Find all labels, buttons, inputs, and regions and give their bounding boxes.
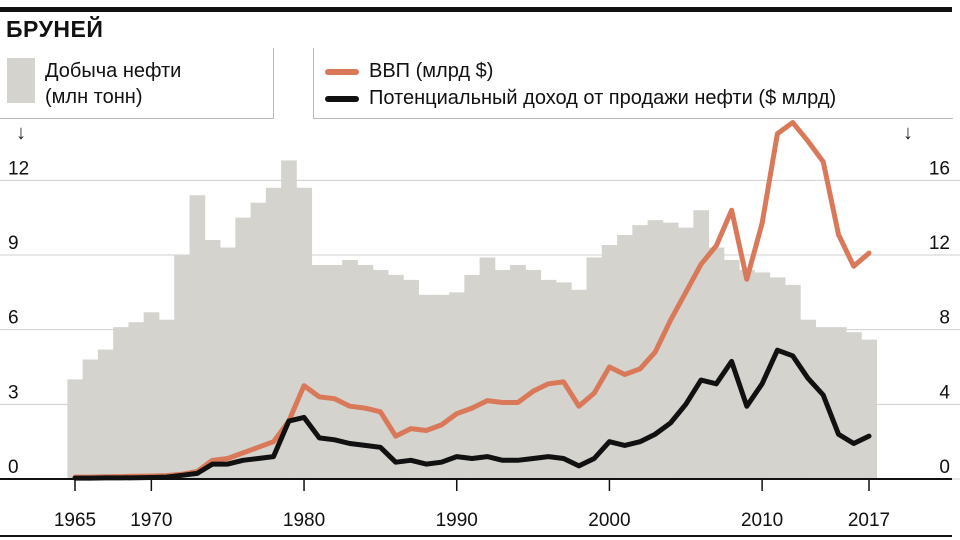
legend-bars-label-line2: (млн тонн) [45,86,143,108]
right-tick-label: 4 [939,382,950,403]
production-bar [342,259,358,479]
production-bar [617,235,633,479]
production-bar [433,294,450,479]
legend-gdp-swatch [325,69,359,75]
production-bar [510,264,526,479]
production-bar [403,279,419,479]
production-bar [800,319,816,479]
x-tick-label: 1980 [283,510,325,531]
left-tick-label: 9 [8,233,19,254]
production-bar [632,225,648,479]
production-bar [250,202,267,479]
production-bar [846,332,862,479]
production-bar [540,279,557,479]
axes: 0 3 6 9 12 0 4 8 12 16 1965 1970 1980 1990 2000 2010 201… [0,158,952,537]
production-bar [785,284,801,479]
left-axis-arrow-icon: ↓ [16,122,26,144]
production-bar [861,339,878,479]
production-bar [708,247,725,479]
production-bar [479,257,496,479]
x-tick-label: 2000 [588,510,630,531]
production-bar [769,277,786,479]
production-bar [525,269,542,479]
top-rule [0,7,952,12]
production-bar [449,292,465,479]
production-bar [265,187,282,480]
production-bar [97,349,114,479]
x-tick-label: 2010 [741,510,783,531]
production-bar [357,264,374,479]
production-bar [388,274,404,479]
production-bar [235,217,251,479]
production-bar [693,210,710,479]
series-lines [72,120,872,481]
legend-revenue-label: Потенциальный доход от продажи нефти ($ … [369,87,837,109]
left-tick-label: 6 [8,308,19,329]
x-tick-label: 1970 [130,510,172,531]
right-tick-label: 12 [929,233,950,254]
left-tick-label: 12 [8,158,29,179]
production-bar [586,257,603,479]
production-bar [113,327,129,479]
production-bar [418,294,435,479]
production-bar [311,264,328,479]
production-bar [189,195,206,479]
gdp-line [72,120,872,480]
x-tick-label: 1990 [436,510,478,531]
x-tick-label: 1965 [54,510,96,531]
revenue-line [72,347,872,481]
legend-lines-box [313,48,953,119]
production-bar [372,269,389,479]
production-bar [174,255,190,479]
left-tick-label: 3 [8,382,19,403]
production-bar [281,160,297,479]
production-bar [67,379,84,479]
production-bar [601,245,618,479]
production-bar [204,240,221,479]
legend-bars-label-line1: Добыча нефти [45,60,182,82]
right-tick-label: 8 [939,308,950,329]
production-bar [143,312,160,479]
production-bar [494,269,511,479]
production-bar [571,289,587,479]
production-bar [754,272,771,479]
production-bar [220,247,236,479]
production-bar [830,327,847,479]
legend-revenue-swatch [325,96,359,102]
x-tick-label: 2017 [848,510,890,531]
production-bar [128,322,145,479]
right-tick-label: 0 [939,457,950,478]
production-bar [662,222,679,479]
right-tick-label: 16 [929,158,950,179]
left-tick-label: 0 [8,457,19,478]
legend-bars-box [0,48,274,119]
legend-gdp-label: ВВП (млрд $) [369,60,494,82]
production-bars [67,160,878,480]
production-bar [739,269,755,479]
production-bar [326,264,343,479]
production-bar [158,319,175,479]
legend-bars-swatch [7,58,35,103]
right-axis-arrow-icon: ↓ [903,122,913,144]
production-bar [82,359,99,479]
production-bar [678,227,694,479]
production-bar [296,187,313,480]
chart-title: БРУНЕЙ [6,16,104,42]
production-bar [815,327,832,479]
production-bar [464,274,481,479]
